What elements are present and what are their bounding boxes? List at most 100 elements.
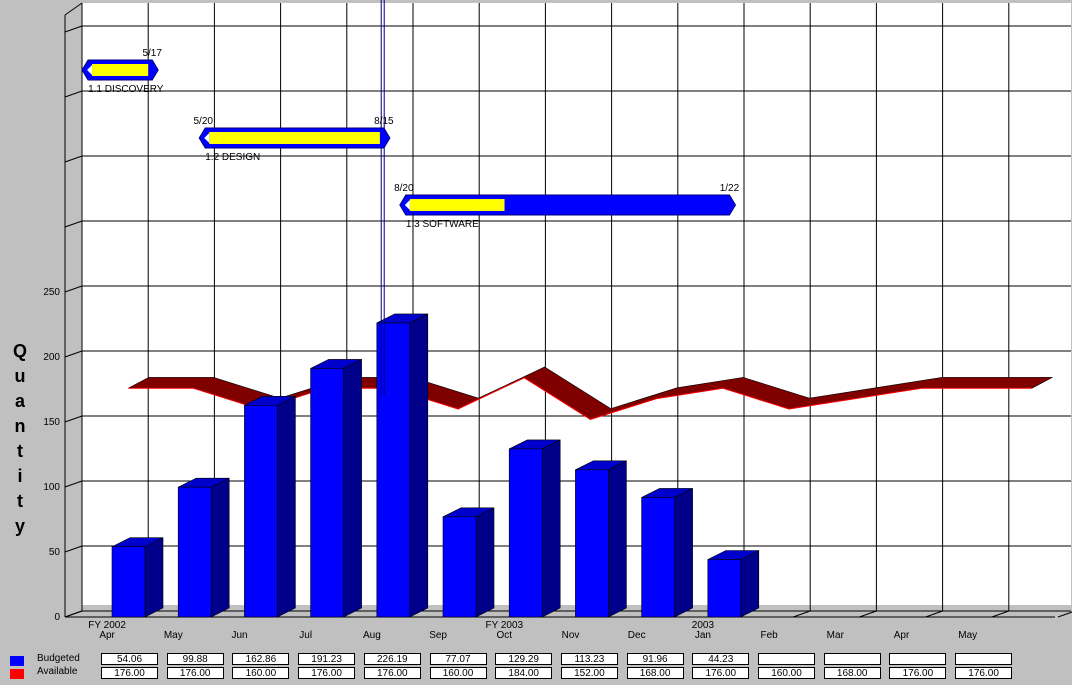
x-axis-ticks: Apr May Jun Jul Aug Sep Oct Nov Dec Jan Feb Mar Apr M…: [88, 620, 977, 641]
table-cell-available: 184.00: [495, 667, 553, 679]
table-cell-available: 176.00: [101, 667, 158, 679]
table-cell-budgeted: 91.96: [626, 653, 684, 665]
table-cell-available: 160.00: [429, 667, 487, 679]
bar-side: [674, 487, 693, 618]
x-tick-label: Mar: [827, 630, 845, 641]
bar-side: [409, 313, 429, 618]
bar-side: [343, 358, 362, 618]
budgeted-bar: [707, 550, 760, 618]
x-tick-label: Apr: [894, 630, 910, 641]
budgeted-bar: [111, 537, 164, 618]
bar-side: [210, 477, 230, 618]
gantt-end-date: 5/17: [142, 48, 162, 59]
table-cell-budgeted: [758, 653, 815, 665]
budgeted-bar: [575, 460, 627, 618]
data-table: Budgeted Available 54.06 99.88 162.86 191.2…: [0, 652, 1072, 685]
fiscal-year-label: FY 2003: [485, 620, 523, 631]
gantt-end-date: 8/15: [374, 116, 394, 127]
bar-front: [707, 559, 742, 618]
gantt-progress: [209, 132, 380, 144]
gantt-progress: [409, 199, 505, 211]
table-cell-available: 160.00: [232, 667, 290, 679]
budgeted-bar: [177, 477, 230, 618]
table-cell-budgeted: 113.23: [560, 653, 618, 665]
gantt-start-date: 8/20: [394, 183, 414, 194]
grid-depth: [64, 155, 83, 163]
gantt-label: 1.2 DESIGN: [205, 152, 260, 163]
bar-front: [442, 516, 477, 618]
legend-label-budgeted: Budgeted: [37, 653, 80, 664]
floor-depth: [859, 610, 877, 618]
table-cell-budgeted: 191.23: [298, 653, 356, 665]
gantt-tasks: 1.1 DISCOVERY 5/17 1.2 DESIGN 5/20 8/15 1.3 S…: [81, 0, 740, 395]
y-axis-title-letter: u: [14, 366, 26, 386]
y-axis-title-letter: Q: [12, 341, 27, 361]
y-axis-title-letter: a: [14, 391, 25, 411]
grid-depth: [64, 415, 83, 423]
table-cell-available: 168.00: [626, 667, 684, 679]
budgeted-bar: [376, 313, 429, 618]
grid-depth: [64, 350, 83, 358]
bar-side: [541, 439, 561, 618]
x-tick-label: Jul: [299, 630, 312, 641]
x-tick-label: Oct: [497, 630, 513, 641]
grid-lines: [64, 2, 1072, 618]
bar-front: [376, 322, 411, 618]
bar-front: [244, 404, 278, 618]
gantt-start-marker: [204, 133, 210, 143]
x-tick-label: Feb: [760, 630, 778, 641]
gantt-task: 1.2 DESIGN 5/20 8/15: [194, 116, 395, 163]
gantt-end-date: 1/22: [720, 183, 740, 194]
table-cell-budgeted: [889, 653, 947, 665]
y-axis-title-letter: y: [14, 516, 25, 536]
legend-label-available: Available: [37, 666, 78, 677]
table-cell-budgeted: 99.88: [166, 653, 224, 665]
x-tick-label: Jan: [695, 630, 711, 641]
table-cell-available: 176.00: [889, 667, 947, 679]
gantt-progress: [92, 64, 149, 76]
y-axis-ticks: 0 50 100 150 200 250: [43, 287, 60, 623]
y-tick-label: 200: [43, 352, 60, 363]
grid-depth: [64, 90, 83, 98]
y-tick-label: 100: [43, 482, 60, 493]
table-cell-available: 176.00: [166, 667, 224, 679]
y-axis-title-letter: n: [14, 416, 26, 436]
gantt-task: 1.1 DISCOVERY 5/17: [81, 48, 164, 95]
table-cell-budgeted: 77.07: [429, 653, 487, 665]
gantt-start-date: 5/20: [194, 116, 214, 127]
x-tick-label: Nov: [562, 630, 580, 641]
y-axis-title-letter: t: [17, 491, 23, 511]
y-axis-title-letter: i: [17, 466, 23, 486]
table-cell-budgeted: [823, 653, 881, 665]
bar-front: [575, 469, 609, 618]
budgeted-bar: [244, 395, 296, 618]
bar-side: [475, 507, 495, 618]
gantt-label: 1.3 SOFTWARE: [406, 219, 479, 230]
bar-side: [277, 395, 296, 618]
grid-depth: [64, 480, 83, 488]
table-cell-budgeted: 54.06: [101, 653, 158, 665]
budgeted-bar: [641, 487, 693, 618]
table-cell-available: 176.00: [363, 667, 421, 679]
x-tick-label: May: [958, 630, 977, 641]
table-cell-available: 176.00: [298, 667, 356, 679]
table-cell-budgeted: [955, 653, 1013, 665]
gantt-task: 1.3 SOFTWARE 8/20 1/22: [394, 183, 740, 230]
floor-depth: [1057, 611, 1072, 618]
x-tick-label: Sep: [429, 630, 447, 641]
x-tick-label: May: [164, 630, 183, 641]
table-cell-available: 152.00: [560, 667, 618, 679]
bar-side: [740, 550, 760, 618]
legend-swatch-budgeted: [10, 656, 24, 666]
x-tick-label: Jun: [231, 630, 247, 641]
grid-depth: [64, 545, 83, 553]
fiscal-year-label: 2003: [692, 620, 715, 631]
grid-depth: [64, 25, 83, 33]
gantt-start-marker: [87, 65, 93, 75]
bar-front: [111, 546, 146, 618]
chart: 0 50 100 150 200 250 Apr May Jun Jul Aug Sep Oct Nov…: [43, 0, 1072, 641]
table-cell-budgeted: 226.19: [363, 653, 421, 665]
x-tick-label: Dec: [628, 630, 646, 641]
budgeted-bar: [442, 507, 495, 618]
bar-side: [144, 537, 164, 618]
